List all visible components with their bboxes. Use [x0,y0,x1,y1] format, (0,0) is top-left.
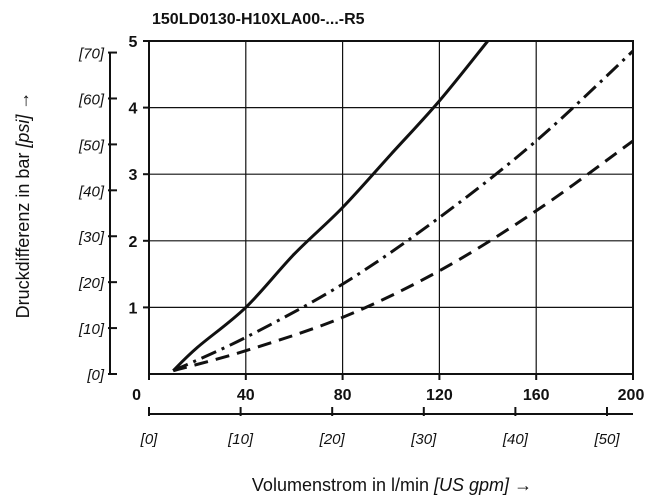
y2-tick-label: [40] [78,183,105,200]
y-axis-psi: [0] [10] [20] [30] [40] [50] [60] [70] [78,46,117,384]
series-line-dashed [172,139,634,373]
series-line-solid [172,40,489,372]
plot-frame [148,40,634,375]
x2-tick-label: [0] [140,431,159,448]
x-axis-unit: [US gpm] [433,475,510,495]
y2-tick-label: [30] [78,229,105,246]
y-tick-label: 1 [129,300,138,317]
x-tick-label: 120 [426,387,453,404]
y2-tick-label: [20] [78,275,105,292]
y-axis-arrow: → [13,92,33,110]
y-tick-label: 3 [129,167,138,184]
x-axis: 0 40 80 120 160 200 [132,374,644,404]
y-tick-label: 5 [129,34,138,51]
y-tick-label: 4 [129,101,138,118]
x-tick-label: 0 [132,387,141,404]
x-axis-arrow: → [514,475,532,495]
x-tick-label: 160 [523,387,550,404]
series-line-dashdot [172,49,635,373]
x-tick-label: 80 [334,387,352,404]
y2-tick-label: [0] [86,367,105,384]
x-axis-title: Volumenstrom in l/min [US gpm] → [252,475,532,495]
y-axis-label: Druckdifferenz in bar [13,153,33,319]
x2-tick-label: [50] [593,431,620,448]
x-axis-label: Volumenstrom in l/min [252,475,429,495]
y-axis-title: Druckdifferenz in bar [psi] → [13,92,33,319]
x2-tick-label: [10] [227,431,254,448]
x-tick-label: 200 [618,387,645,404]
y-axis: 1 2 3 4 5 [129,34,150,374]
y2-tick-label: [60] [78,91,105,108]
y2-tick-label: [10] [78,321,105,338]
x2-tick-label: [30] [410,431,437,448]
x-tick-label: 40 [237,387,255,404]
x-axis-us-gpm: [0] [10] [20] [30] [40] [50] [140,407,633,448]
y-axis-unit: [psi] [13,114,33,149]
x2-tick-label: [40] [502,431,529,448]
x2-tick-label: [20] [319,431,346,448]
y-tick-label: 2 [129,234,138,251]
grid [149,41,633,374]
y2-tick-label: [50] [78,137,105,154]
data-series [172,40,635,373]
y2-tick-label: [70] [78,46,105,63]
chart-title: 150LD0130-H10XLA00-...-R5 [152,11,365,28]
